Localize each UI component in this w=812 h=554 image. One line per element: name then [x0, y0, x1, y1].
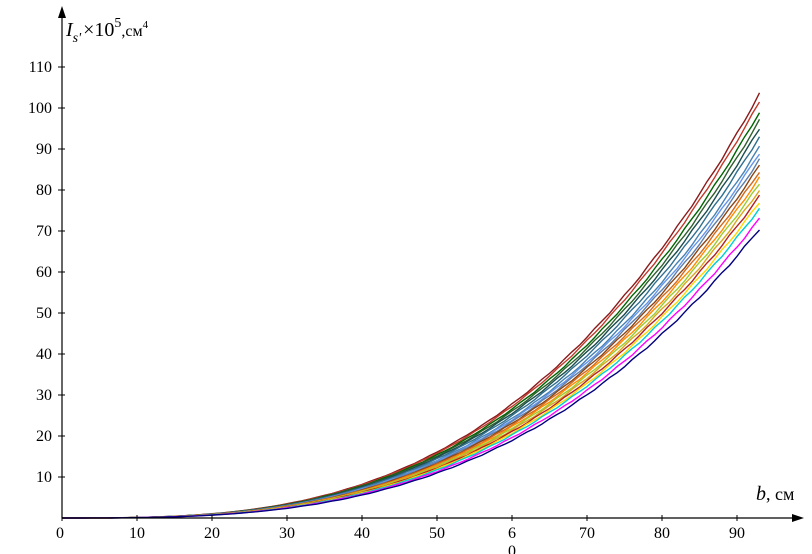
x-tick-label: 10: [129, 525, 145, 542]
x-tick-label: 50: [429, 525, 445, 542]
x-tick-label: 80: [654, 525, 670, 542]
y-tick-label: 40: [36, 346, 52, 363]
series-line: [62, 153, 761, 519]
x-tick-label: 90: [729, 525, 745, 542]
y-axis-exponent: 5: [114, 16, 121, 31]
x-tick-label: 40: [354, 525, 370, 542]
y-tick-label: 60: [36, 264, 52, 281]
x-tick-label: 0: [56, 525, 64, 542]
axes-group: [58, 6, 804, 522]
y-axis-arrow: [58, 6, 66, 18]
x-tick-label: 6: [508, 525, 516, 542]
series-line: [62, 158, 761, 519]
x-axis-arrow: [792, 514, 804, 522]
y-tick-label: 90: [36, 141, 52, 158]
y-axis-multiplier: ×10: [83, 19, 114, 41]
x-axis-unit: , см: [766, 484, 794, 504]
series-line: [62, 145, 761, 519]
y-tick-label: 20: [36, 428, 52, 445]
y-axis-subscript: s': [73, 31, 82, 46]
x-tick-label: 30: [279, 525, 295, 542]
y-tick-label: 100: [28, 100, 52, 117]
series-group: [62, 92, 761, 519]
y-tick-label: 110: [29, 59, 52, 76]
series-line: [62, 118, 761, 519]
x-tick-label-second-line: 0: [508, 543, 516, 554]
x-axis-symbol: b: [756, 483, 766, 505]
x-axis-title: b, см: [756, 483, 794, 505]
series-line: [62, 229, 761, 519]
x-tick-label: 20: [204, 525, 220, 542]
y-tick-label: 70: [36, 223, 52, 240]
y-axis-unit: ,см: [121, 23, 142, 40]
y-tick-label: 30: [36, 387, 52, 404]
y-axis-title: Is' ×105,см4: [65, 16, 149, 46]
x-tick-label: 70: [579, 525, 595, 542]
y-tick-label: 80: [36, 182, 52, 199]
y-axis-unit-exponent: 4: [143, 19, 149, 31]
y-tick-label: 50: [36, 305, 52, 322]
series-line: [62, 101, 761, 519]
y-tick-label: 10: [36, 469, 52, 486]
y-axis-symbol: I: [65, 19, 74, 41]
